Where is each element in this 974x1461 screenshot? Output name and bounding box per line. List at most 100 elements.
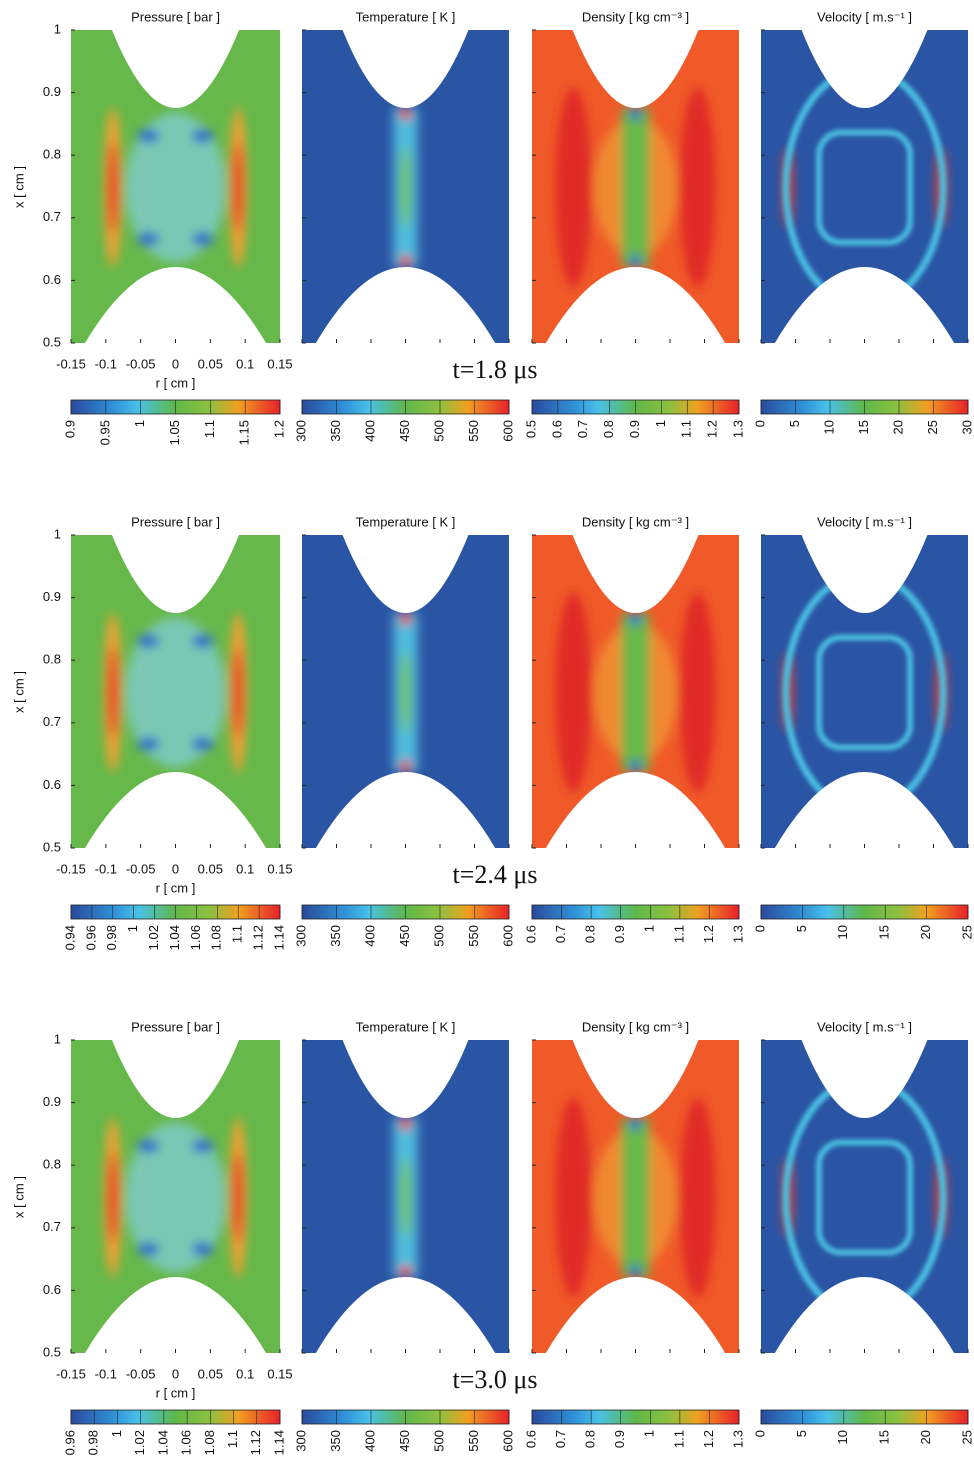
- panel-title: Density [ kg cm⁻³ ]: [582, 1019, 689, 1034]
- colorbar-tick-label: 0.96: [62, 1430, 77, 1455]
- colorbar-tick-label: 450: [397, 1430, 412, 1452]
- electrode-bottom: [315, 267, 496, 343]
- colorbar-tick-label: 0: [752, 925, 767, 932]
- colorbar-tick-label: 300: [293, 1430, 308, 1452]
- y-axis-label: x [ cm ]: [11, 166, 26, 208]
- y-tick-label: 1: [54, 526, 61, 541]
- x-tick-label: -0.15: [56, 356, 86, 371]
- colorbar-tick-label: 300: [293, 925, 308, 947]
- colorbar-tick-label: 1.06: [179, 1430, 194, 1455]
- colorbar-tick-label: 0.98: [104, 925, 119, 950]
- colorbar-tick-label: 1.3: [730, 420, 745, 438]
- hot-core: [399, 1157, 412, 1238]
- electrode-top: [801, 30, 928, 108]
- electrode-bottom: [85, 772, 266, 848]
- x-tick-label: -0.15: [56, 1366, 86, 1381]
- field-region: [125, 617, 226, 768]
- low-region: [191, 232, 214, 246]
- low-region: [137, 1242, 160, 1256]
- colorbar-tick-label: 1.12: [251, 925, 266, 950]
- colorbar-tick-label: 1.1: [230, 925, 245, 943]
- light-column: [621, 108, 650, 267]
- shock-core: [107, 142, 118, 233]
- colorbar-tick-label: 1.2: [701, 925, 716, 943]
- colorbar-tick-label: 600: [500, 925, 515, 947]
- hot-core: [399, 652, 412, 733]
- colorbar-tick-label: 1.2: [705, 420, 720, 438]
- colorbar-tick-label: 1.2: [271, 420, 286, 438]
- shock-core: [233, 1152, 244, 1243]
- x-tick-label: -0.05: [126, 861, 156, 876]
- colorbar: [760, 1409, 969, 1425]
- colorbar-tick-label: 1.3: [730, 925, 745, 943]
- heatmap: [532, 1040, 739, 1353]
- low-region: [137, 737, 160, 751]
- colorbar-tick-label: 1: [642, 1430, 657, 1437]
- colorbar-tick-label: 20: [918, 925, 933, 939]
- y-tick-label: 0.9: [43, 589, 61, 604]
- x-tick-label: 0.05: [198, 861, 223, 876]
- low-region: [191, 129, 214, 143]
- low-region: [191, 737, 214, 751]
- x-tick-label: 0.05: [198, 356, 223, 371]
- colorbar-tick-label: 0.5: [523, 420, 538, 438]
- colorbar-tick-label: 1.02: [146, 925, 161, 950]
- colorbar-tick-label: 400: [362, 420, 377, 442]
- y-tick-label: 0.6: [43, 1282, 61, 1297]
- colorbar-tick-label: 450: [397, 420, 412, 442]
- dense-region: [555, 592, 592, 793]
- electrode-bottom: [85, 1277, 266, 1353]
- hot-core: [399, 147, 412, 228]
- x-tick-label: 0.1: [236, 1366, 254, 1381]
- dense-region: [679, 592, 716, 793]
- x-tick-label: -0.05: [126, 356, 156, 371]
- colorbar-tick-label: 300: [293, 420, 308, 442]
- panel-title: Pressure [ bar ]: [131, 514, 220, 529]
- dense-region: [555, 87, 592, 288]
- low-spot: [629, 613, 642, 625]
- electrode-top: [801, 535, 928, 613]
- inner-ring: [815, 1139, 914, 1256]
- low-spot: [629, 1265, 642, 1277]
- colorbar-tick-label: 1.1: [679, 420, 694, 438]
- electrode-bottom: [85, 267, 266, 343]
- dense-region: [679, 87, 716, 288]
- hot-spot: [399, 1118, 412, 1130]
- colorbar-tick-label: 0.7: [575, 420, 590, 438]
- colorbar-tick-label: 5: [787, 420, 802, 427]
- heatmap: [302, 535, 509, 848]
- colorbar-tick-label: 350: [328, 925, 343, 947]
- colorbar-tick-label: 1.05: [167, 420, 182, 445]
- colorbar-tick-label: 400: [362, 925, 377, 947]
- colorbar-tick-label: 15: [856, 420, 871, 434]
- colorbar-tick-label: 0.94: [62, 925, 77, 950]
- shock-core: [107, 1152, 118, 1243]
- shock-core: [107, 647, 118, 738]
- electrode-bottom: [774, 772, 955, 848]
- field-features: [103, 1117, 248, 1278]
- y-tick-label: 0.8: [43, 147, 61, 162]
- shock-core: [233, 647, 244, 738]
- x-axis-label: r [ cm ]: [156, 880, 196, 895]
- colorbar-tick-label: 0.96: [83, 925, 98, 950]
- electrode-bottom: [315, 1277, 496, 1353]
- x-tick-label: 0.15: [267, 356, 292, 371]
- low-region: [137, 129, 160, 143]
- colorbar-tick-label: 500: [431, 420, 446, 442]
- colorbar: [531, 904, 740, 920]
- colorbar-tick-label: 5: [794, 1430, 809, 1437]
- colorbar-tick-label: 350: [328, 1430, 343, 1452]
- hot-spot: [399, 108, 412, 120]
- field-features: [393, 1118, 418, 1277]
- light-column: [621, 613, 650, 772]
- colorbar-tick-label: 500: [431, 1430, 446, 1452]
- colorbar-tick-label: 25: [959, 1430, 974, 1444]
- shock-core: [233, 142, 244, 233]
- colorbar-tick-label: 1.04: [167, 925, 182, 950]
- colorbar-tick-label: 1.3: [730, 1430, 745, 1448]
- colorbar-tick-label: 600: [500, 1430, 515, 1452]
- colorbar-tick-label: 400: [362, 1430, 377, 1452]
- electrode-top: [572, 535, 699, 613]
- heatmap: [71, 535, 280, 848]
- colorbar-tick-label: 1.08: [202, 1430, 217, 1455]
